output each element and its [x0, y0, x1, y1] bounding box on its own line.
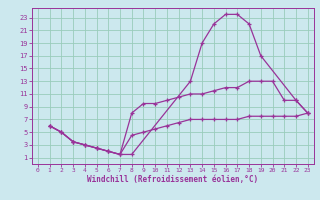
X-axis label: Windchill (Refroidissement éolien,°C): Windchill (Refroidissement éolien,°C) — [87, 175, 258, 184]
